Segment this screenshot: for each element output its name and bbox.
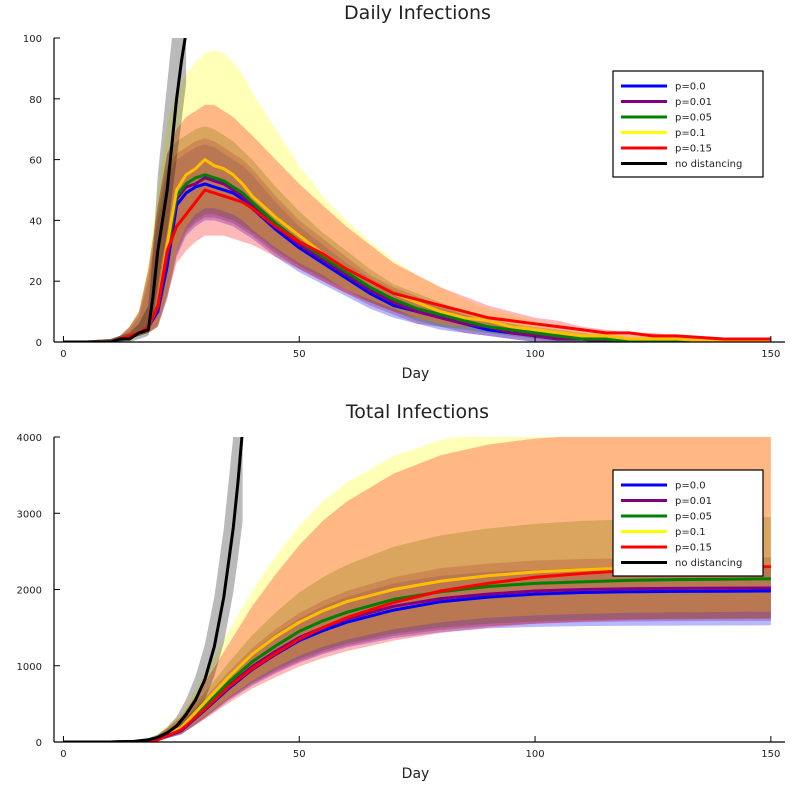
x-tick-label: 50 xyxy=(293,749,306,760)
x-tick-label: 0 xyxy=(60,749,66,760)
x-tick-label: 150 xyxy=(761,349,780,360)
x-tick-label: 0 xyxy=(60,349,66,360)
legend-label: p=0.1 xyxy=(675,527,706,538)
legend-label: p=0.05 xyxy=(675,113,712,124)
series-line-5 xyxy=(63,437,244,742)
legend-label: p=0.15 xyxy=(675,144,712,155)
x-tick-label: 100 xyxy=(525,749,544,760)
y-tick-label: 0 xyxy=(36,338,42,349)
series-band-1 xyxy=(63,138,771,342)
legend: p=0.0 p=0.01 p=0.05 p=0.1 p=0.15 no distancin… xyxy=(612,469,764,577)
legend-label: p=0.01 xyxy=(675,97,712,108)
legend-label: p=0.0 xyxy=(675,82,706,93)
y-tick-label: 2000 xyxy=(17,586,42,597)
y-tick-label: 40 xyxy=(29,216,42,227)
series-line-4 xyxy=(63,188,771,342)
x-tick-label: 100 xyxy=(525,349,544,360)
legend-box xyxy=(612,469,764,577)
legend-label: p=0.15 xyxy=(675,543,712,554)
x-tick-label: 50 xyxy=(293,349,306,360)
y-tick-label: 0 xyxy=(36,738,42,749)
y-tick-label: 80 xyxy=(29,95,42,106)
series-band-0 xyxy=(63,566,771,742)
chart-panel-1: 0 1000 2000 3000 4000 0 50 100 150 Total Infectio… xyxy=(17,401,785,782)
x-axis-label: Day xyxy=(402,766,430,782)
x-axis-label: Day xyxy=(402,366,430,382)
series-band-4 xyxy=(63,104,771,342)
y-tick-label: 4000 xyxy=(17,433,42,444)
y-tick-label: 1000 xyxy=(17,662,42,673)
chart-title: Daily Infections xyxy=(344,2,491,24)
series-band-3 xyxy=(63,50,771,342)
chart-title: Total Infections xyxy=(345,401,489,423)
legend-label: p=0.0 xyxy=(675,481,706,492)
plot-area xyxy=(63,437,771,742)
y-tick-label: 3000 xyxy=(17,509,42,520)
plot-area xyxy=(63,38,771,342)
legend-label: p=0.01 xyxy=(675,496,712,507)
y-tick-label: 100 xyxy=(23,34,42,45)
y-tick-label: 60 xyxy=(29,156,42,167)
legend: p=0.0 p=0.01 p=0.05 p=0.1 p=0.15 no distancin… xyxy=(612,70,764,178)
x-tick-label: 150 xyxy=(761,749,780,760)
legend-label: no distancing xyxy=(675,159,742,170)
series-band-1 xyxy=(63,557,771,742)
series-line-4 xyxy=(63,565,771,742)
legend-label: p=0.1 xyxy=(675,128,706,139)
legend-label: no distancing xyxy=(675,558,742,569)
chart-panel-0: 0 20 40 60 80 100 0 50 100 150 Daily Infections Day… xyxy=(23,2,785,382)
legend-label: p=0.05 xyxy=(675,512,712,523)
series-line-5 xyxy=(63,38,187,342)
legend-box xyxy=(612,70,764,178)
y-tick-label: 20 xyxy=(29,277,42,288)
